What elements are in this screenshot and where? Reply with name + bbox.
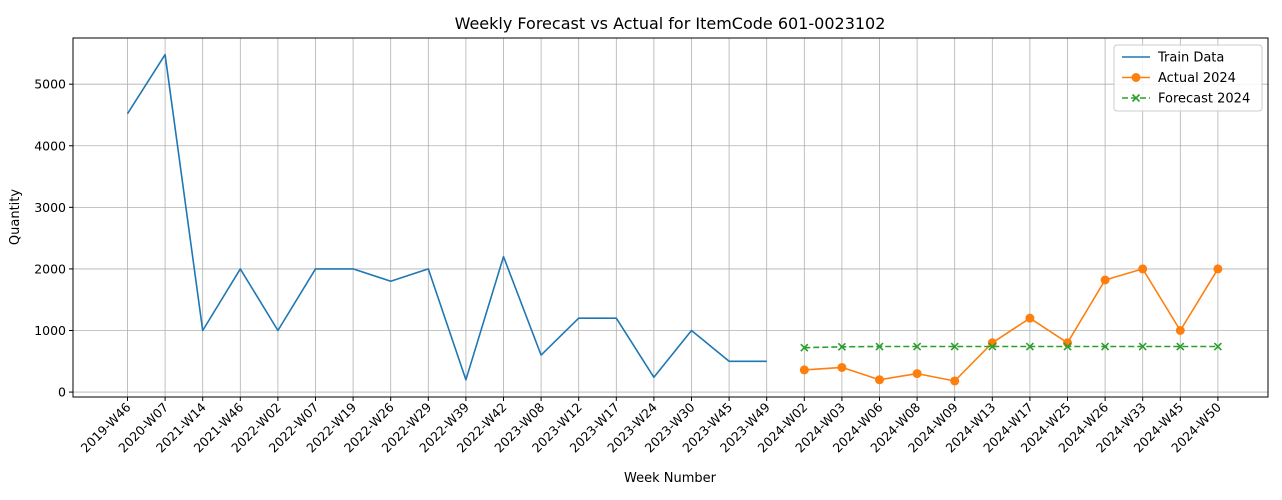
plot-area xyxy=(126,53,1223,386)
data-point xyxy=(800,343,809,352)
data-point xyxy=(1213,342,1222,351)
series-line xyxy=(804,268,1219,382)
data-point xyxy=(875,342,884,351)
data-point xyxy=(875,375,884,385)
y-axis-label: Quantity xyxy=(8,189,23,245)
data-point xyxy=(1063,342,1072,351)
y-axis: 0 1000 2000 3000 4000 5000 xyxy=(34,77,73,400)
x-axis-label: Week Number xyxy=(624,471,717,486)
y-tick-label: 2000 xyxy=(34,261,66,276)
series-2 xyxy=(800,342,1222,352)
legend: Train Data Actual 2024 Forecast 2024 xyxy=(1113,44,1263,112)
legend-label: Train Data xyxy=(1157,51,1224,66)
data-point xyxy=(1175,325,1185,335)
y-tick-label: 4000 xyxy=(34,138,66,153)
y-tick-label: 0 xyxy=(58,385,66,400)
data-point xyxy=(1101,342,1110,351)
data-point xyxy=(837,342,846,351)
legend-marker xyxy=(1131,73,1141,82)
chart-title: Weekly Forecast vs Actual for ItemCode 6… xyxy=(455,14,886,33)
data-point xyxy=(1138,264,1148,274)
data-point xyxy=(1138,342,1147,351)
series-line xyxy=(126,53,767,381)
data-point xyxy=(1025,342,1034,351)
series-1 xyxy=(799,264,1223,386)
data-point xyxy=(950,376,960,386)
legend-label: Actual 2024 xyxy=(1158,71,1236,86)
x-axis: 2019-W462020-W072021-W142021-W462022-W02… xyxy=(78,397,1224,455)
data-point xyxy=(1025,313,1035,323)
grid xyxy=(73,38,1268,397)
data-point xyxy=(912,369,922,379)
series-line xyxy=(804,345,1218,349)
data-point xyxy=(837,362,847,372)
data-point xyxy=(913,342,922,351)
legend-label: Forecast 2024 xyxy=(1158,92,1250,107)
data-point xyxy=(1100,275,1110,285)
data-point xyxy=(1176,342,1185,351)
legend-marker xyxy=(1131,93,1141,103)
data-point xyxy=(1213,264,1223,274)
axes-frame xyxy=(72,37,1269,398)
y-tick-label: 5000 xyxy=(34,77,66,92)
y-tick-label: 3000 xyxy=(34,200,66,215)
series-0 xyxy=(126,53,767,381)
data-point xyxy=(988,342,997,351)
y-tick-label: 1000 xyxy=(34,323,66,338)
data-point xyxy=(950,342,959,351)
data-point xyxy=(799,365,809,375)
legend-box xyxy=(1113,44,1263,112)
